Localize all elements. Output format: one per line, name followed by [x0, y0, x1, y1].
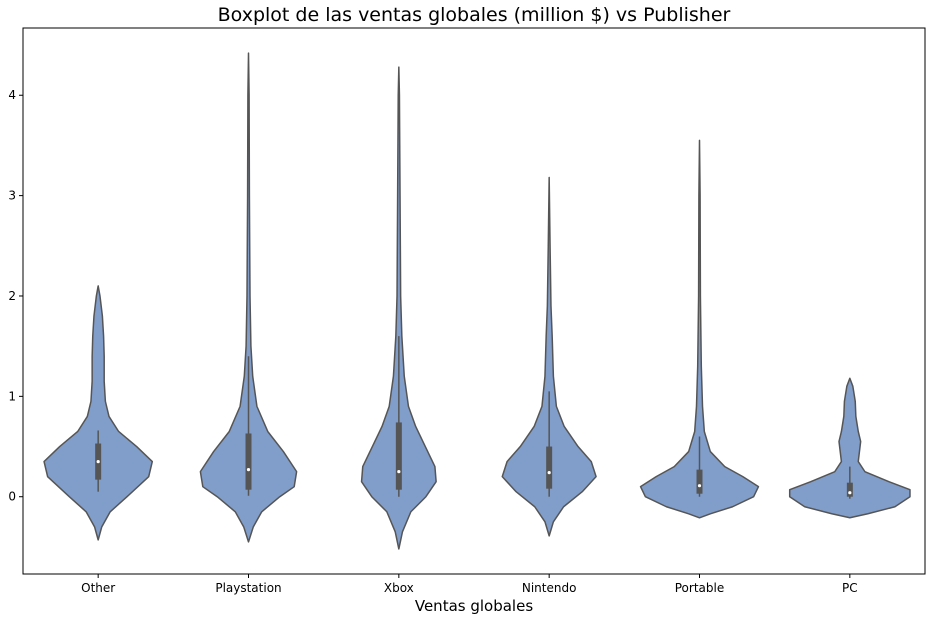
violin-median — [246, 468, 251, 472]
violin-body — [360, 66, 437, 550]
x-axis: Other Playstation Xbox Nintendo Portable PC — [81, 574, 858, 595]
violin-median — [96, 459, 100, 464]
violin-other — [43, 285, 154, 541]
y-tick-label: 3 — [8, 189, 16, 203]
y-tick-label: 0 — [8, 490, 16, 504]
violin-iqr-box — [696, 469, 703, 494]
violin-body — [199, 52, 298, 543]
violin-pc — [788, 377, 911, 519]
x-tick-label: PC — [842, 581, 858, 595]
violin-portable — [639, 139, 760, 519]
y-tick-label: 4 — [8, 88, 16, 102]
x-tick-label: Portable — [675, 581, 724, 595]
violin-body — [639, 139, 760, 519]
plot-area — [43, 52, 911, 550]
x-tick-label: Nintendo — [522, 581, 577, 595]
y-tick-label: 1 — [8, 389, 16, 403]
violin-body — [43, 285, 154, 541]
chart-title: Boxplot de las ventas globales (million … — [218, 4, 731, 26]
violin-body — [501, 176, 597, 537]
violin-median — [547, 471, 551, 475]
violin-median — [397, 470, 401, 474]
violin-playstation — [199, 52, 298, 543]
x-tick-label: Xbox — [384, 581, 414, 595]
plot-frame — [22, 27, 926, 575]
violin-iqr-box — [846, 482, 853, 497]
y-axis: 0 1 2 3 4 — [8, 88, 23, 504]
x-axis-label: Ventas globales — [415, 597, 533, 615]
violin-nintendo — [501, 176, 597, 537]
x-tick-label: Playstation — [215, 581, 281, 595]
violin-xbox — [360, 66, 437, 550]
violin-iqr-box — [395, 422, 402, 490]
x-tick-label: Other — [81, 581, 115, 595]
violin-iqr-box — [546, 446, 553, 489]
violin-body — [788, 377, 911, 519]
violin-median — [697, 484, 702, 488]
y-tick-label: 2 — [8, 289, 16, 303]
violin-iqr-box — [245, 433, 252, 490]
violin-median — [848, 491, 852, 495]
